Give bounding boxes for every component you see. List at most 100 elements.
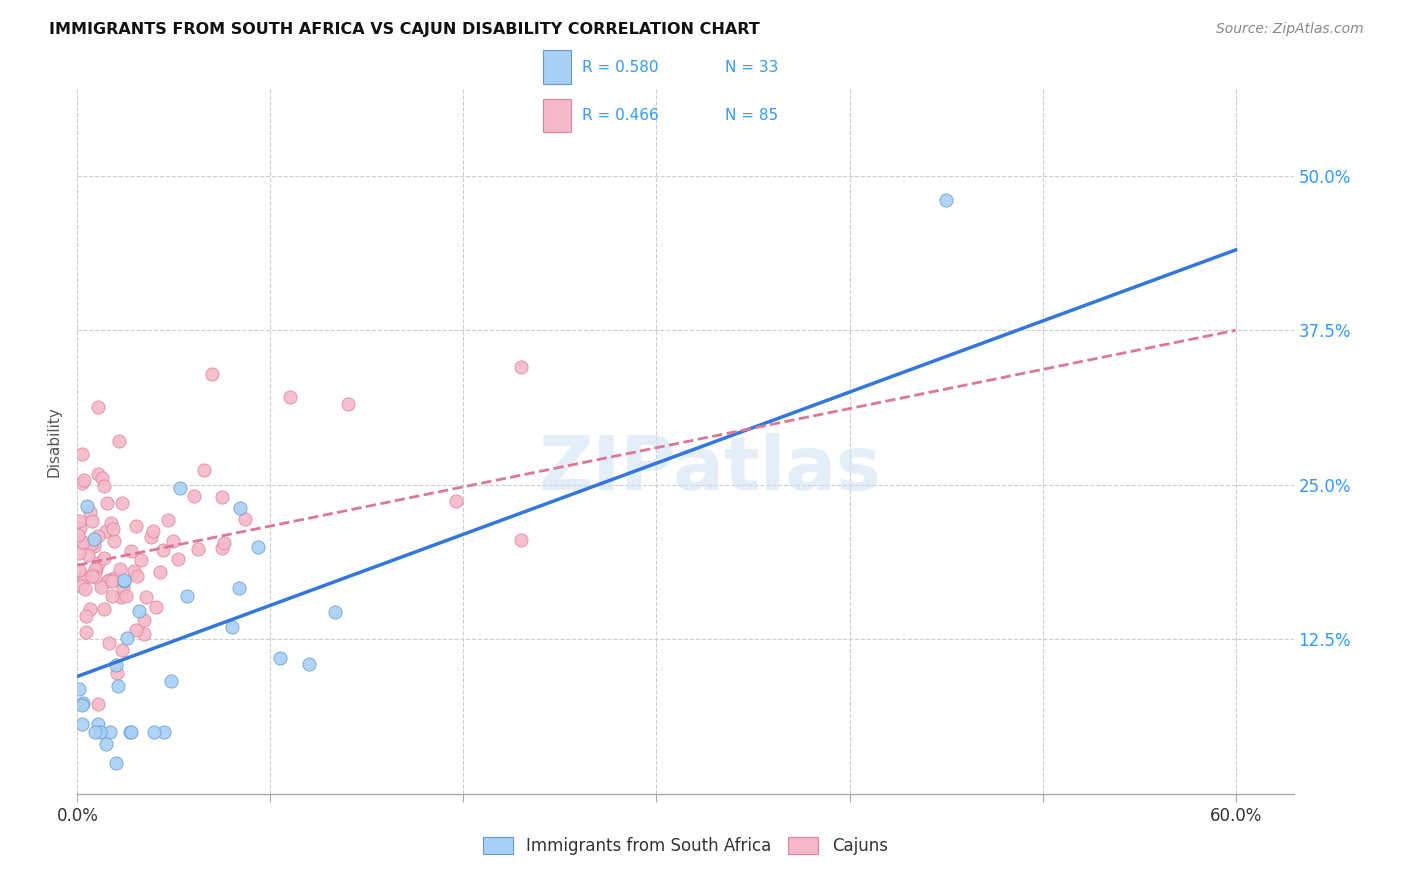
Text: Source: ZipAtlas.com: Source: ZipAtlas.com (1216, 22, 1364, 37)
Point (96, 738, 118, 752)
Point (83, 539, 105, 553)
Point (135, 590, 157, 604)
Point (510, 360, 533, 375)
Point (75, 609, 97, 624)
Point (93, 551, 115, 566)
Point (228, 582, 250, 596)
Point (66, 527, 89, 541)
Point (76, 499, 98, 513)
Point (98, 725, 121, 739)
Point (89, 725, 111, 739)
Point (935, 194, 957, 208)
Point (120, 543, 142, 558)
Point (111, 643, 134, 657)
Point (103, 571, 125, 585)
Point (96, 574, 118, 588)
Point (89, 580, 111, 594)
Point (94, 524, 117, 538)
Point (233, 512, 256, 526)
Point (67, 514, 90, 528)
Point (84, 725, 107, 739)
Point (117, 631, 139, 645)
Point (80, 537, 103, 551)
Point (269, 650, 291, 665)
Point (93, 479, 115, 493)
Point (160, 673, 183, 688)
Point (118, 725, 141, 739)
Text: ZIPatlas: ZIPatlas (538, 434, 882, 507)
Point (145, 600, 167, 615)
Point (111, 496, 134, 510)
Text: N = 85: N = 85 (725, 108, 779, 122)
Point (87, 716, 110, 731)
Point (73, 474, 96, 488)
Point (79, 505, 101, 519)
Point (125, 569, 148, 583)
Point (73, 569, 96, 583)
Point (444, 494, 467, 508)
Point (110, 590, 132, 604)
Point (69, 521, 91, 535)
Point (157, 513, 180, 527)
Point (108, 562, 131, 576)
Point (70, 447, 93, 461)
Point (80, 514, 103, 528)
Point (129, 553, 152, 567)
Point (103, 533, 125, 548)
Point (84, 562, 107, 576)
Text: R = 0.466: R = 0.466 (582, 108, 659, 122)
Point (162, 534, 184, 549)
Point (75, 582, 97, 596)
Point (69, 579, 91, 593)
Point (128, 604, 150, 618)
Point (100, 589, 122, 603)
Point (72, 698, 94, 713)
Point (80, 569, 103, 583)
Point (96, 496, 118, 510)
Point (100, 516, 122, 531)
Point (153, 725, 176, 739)
Point (187, 542, 209, 557)
Bar (543, 50, 571, 84)
Text: R = 0.580: R = 0.580 (582, 61, 658, 75)
Point (211, 541, 233, 555)
Point (73, 572, 96, 586)
Point (105, 658, 128, 673)
Point (120, 725, 142, 739)
Point (183, 489, 205, 503)
Point (221, 620, 243, 634)
Point (107, 679, 129, 693)
Point (107, 434, 129, 448)
Point (132, 627, 155, 641)
Point (112, 574, 135, 589)
Point (69, 534, 91, 549)
Point (149, 565, 172, 579)
Point (101, 522, 124, 536)
Point (72, 535, 94, 549)
Bar (543, 99, 571, 132)
Point (67, 546, 90, 560)
Point (87, 556, 110, 570)
Point (139, 530, 162, 544)
Point (112, 573, 135, 587)
Point (98, 635, 121, 649)
Point (212, 536, 235, 550)
Point (101, 574, 124, 589)
Point (125, 519, 148, 533)
Point (134, 613, 156, 627)
Point (336, 397, 359, 411)
Point (201, 367, 224, 381)
Text: N = 33: N = 33 (725, 61, 779, 75)
Point (125, 624, 148, 638)
Point (278, 390, 301, 404)
Text: IMMIGRANTS FROM SOUTH AFRICA VS CAJUN DISABILITY CORRELATION CHART: IMMIGRANTS FROM SOUTH AFRICA VS CAJUN DI… (49, 22, 761, 37)
Point (87, 400, 110, 414)
Y-axis label: Disability: Disability (46, 406, 62, 477)
Point (510, 533, 533, 548)
Point (79, 602, 101, 616)
Point (323, 605, 346, 619)
Point (115, 589, 138, 603)
Point (91, 471, 114, 485)
Point (176, 589, 198, 603)
Point (193, 463, 215, 477)
